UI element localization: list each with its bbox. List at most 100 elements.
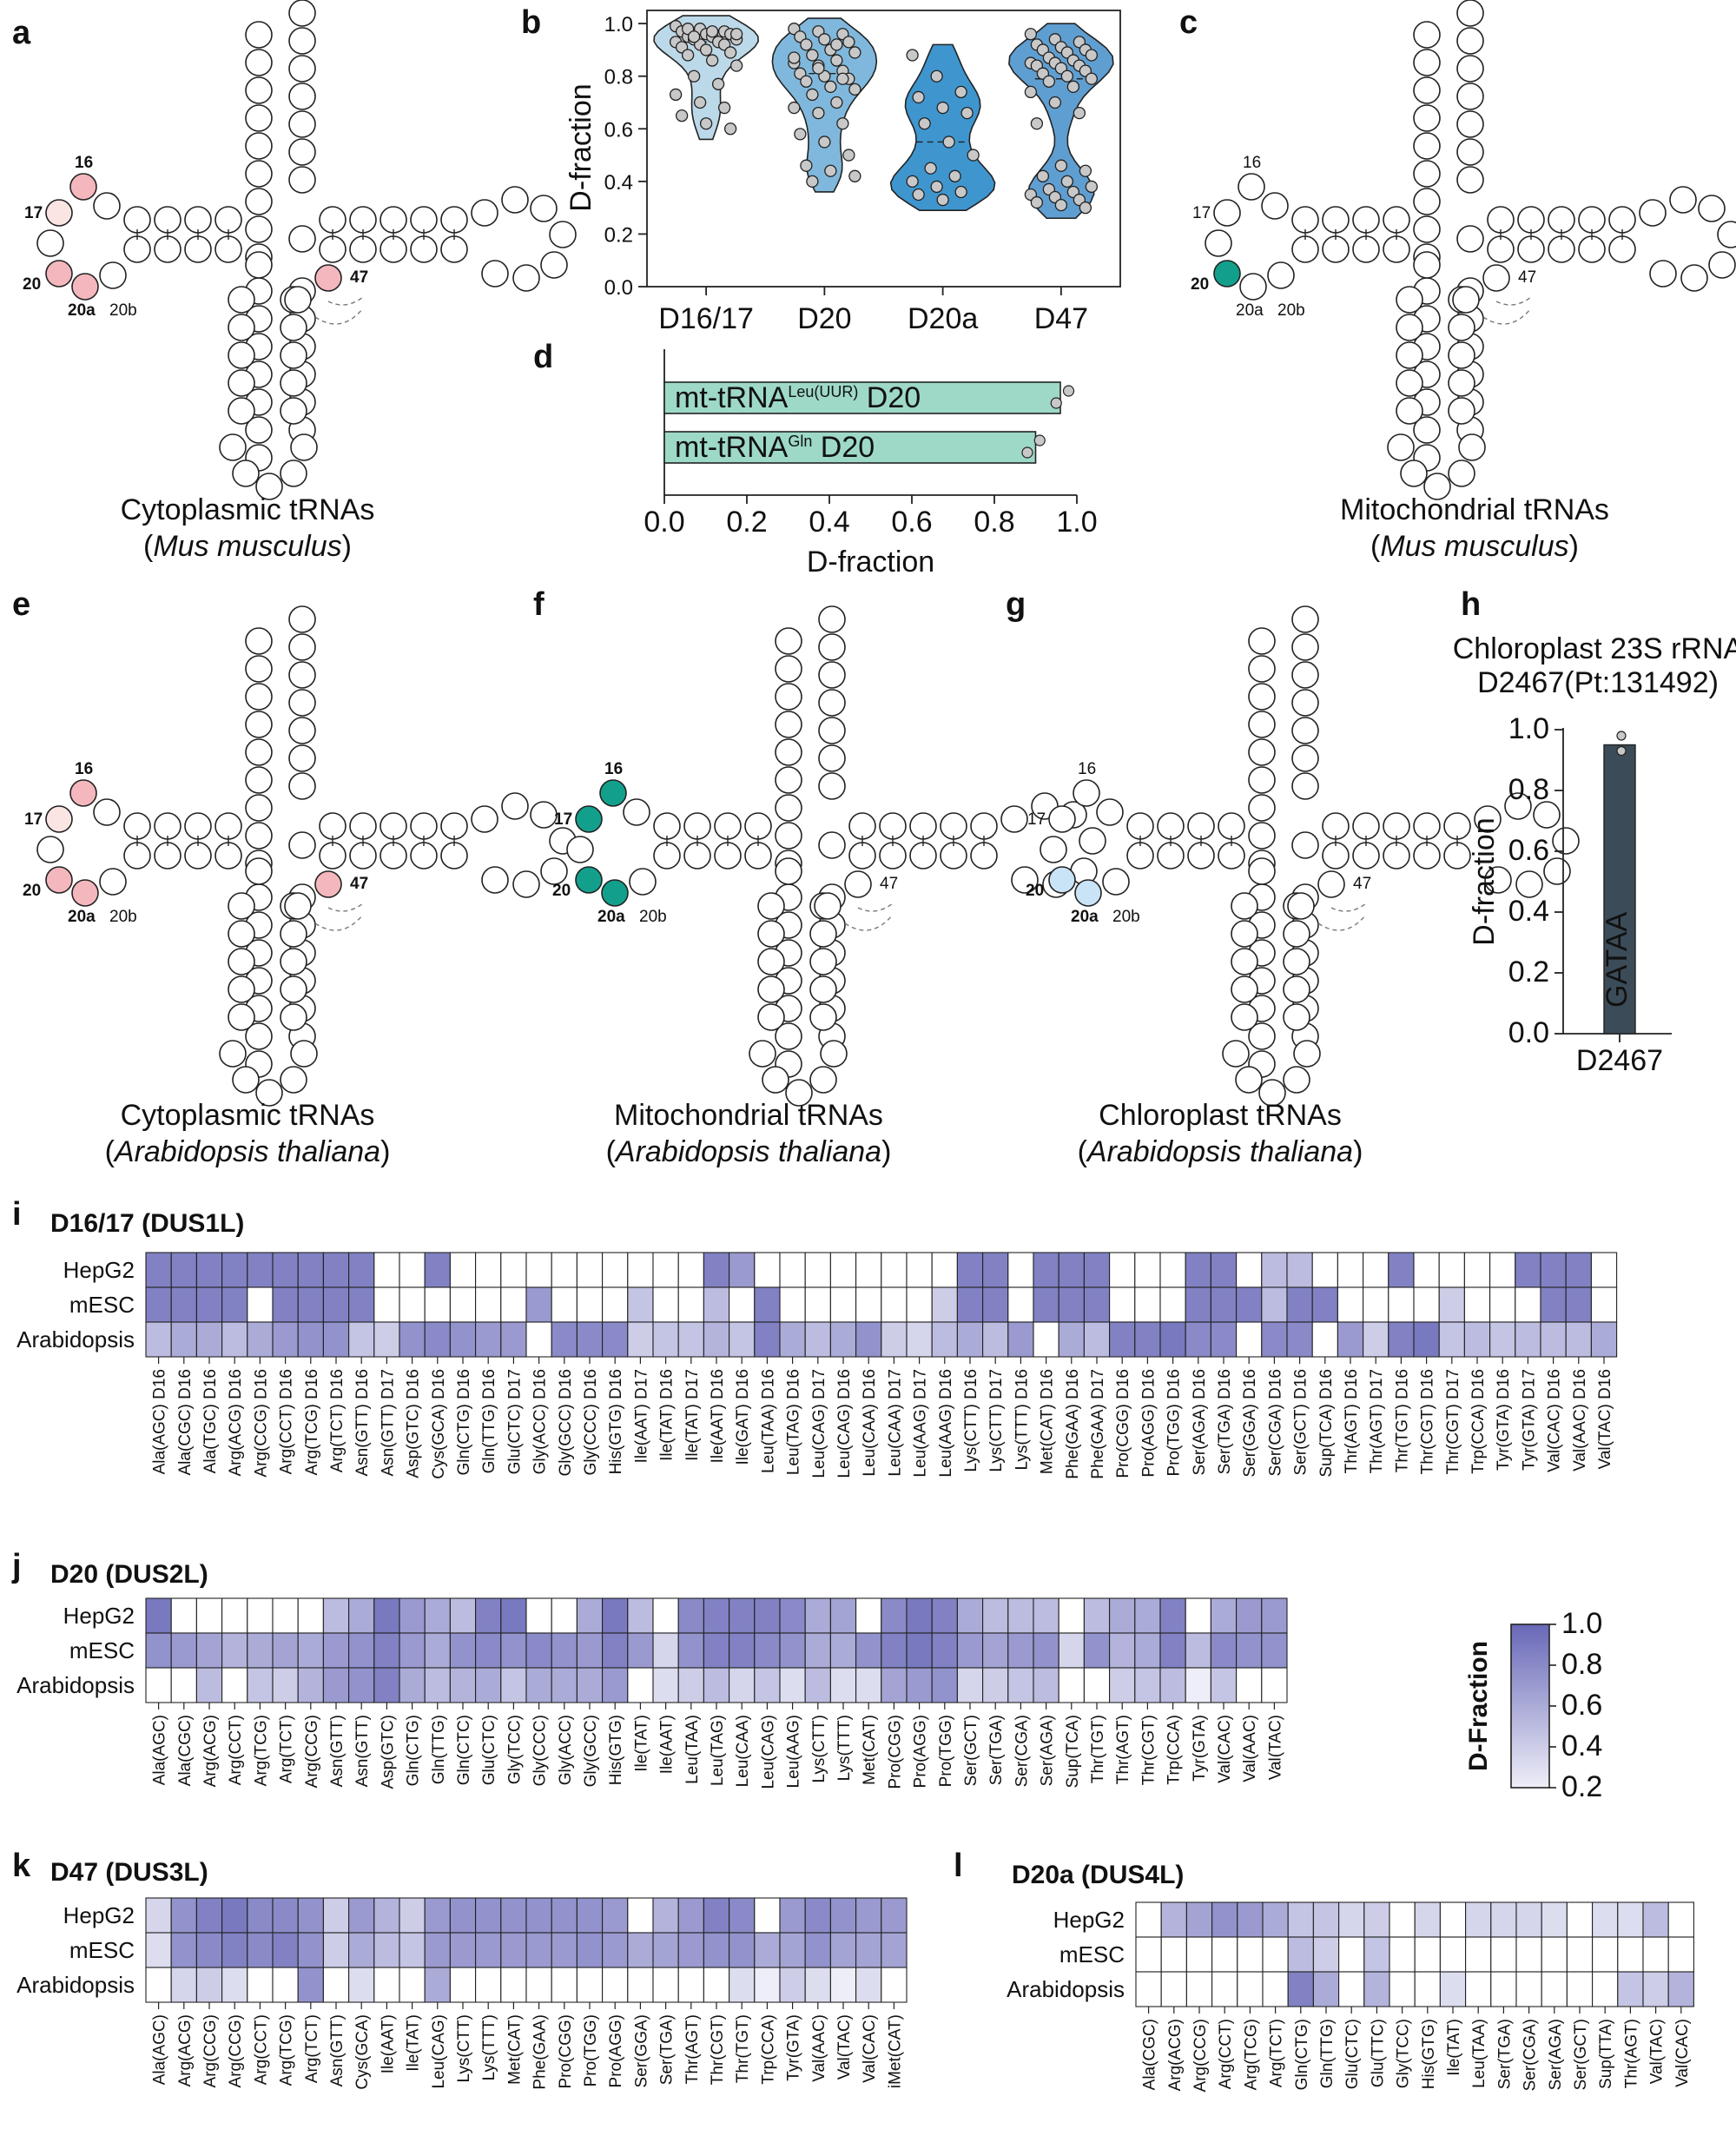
- heatmap-cell: [1338, 1971, 1365, 2007]
- nucleotide: [1283, 975, 1310, 1003]
- column-label: Leu(AAG) D17: [912, 1369, 930, 1478]
- heatmap-cell: [1261, 1632, 1288, 1669]
- nucleotide: [1458, 433, 1486, 461]
- heatmap-cell: [1058, 1321, 1085, 1358]
- data-point: [687, 69, 701, 83]
- heatmap-cell: [576, 1967, 604, 2003]
- heatmap-cell: [703, 1967, 730, 2003]
- heatmap-cell: [424, 1932, 451, 1968]
- nucleotide: [410, 206, 438, 234]
- data-point: [1616, 745, 1627, 757]
- nucleotide: [879, 812, 907, 840]
- position-label-20b: 20b: [1112, 908, 1140, 926]
- heatmap-cell: [247, 1967, 274, 2003]
- column-label: Pro(TGG): [937, 1715, 955, 1787]
- species-name: Mus musculus: [1380, 530, 1568, 563]
- heatmap-cell: [195, 1967, 223, 2003]
- nucleotide: [154, 812, 182, 840]
- data-point: [836, 117, 849, 130]
- heatmap-cell: [652, 1932, 679, 1968]
- column-label: Sup(TCA) D16: [1317, 1369, 1336, 1478]
- heatmap-cell: [297, 1252, 324, 1288]
- nucleotide: [1396, 314, 1423, 341]
- heatmap-cell: [297, 1321, 324, 1358]
- heatmap-cell: [1590, 1252, 1618, 1288]
- heatmap-cell: [272, 1932, 299, 1968]
- nucleotide: [775, 655, 802, 683]
- column-label: Ile(TAT): [1445, 2019, 1463, 2076]
- heatmap-cell: [322, 1667, 350, 1703]
- column-label: Arg(CCG): [1191, 2019, 1210, 2092]
- heatmap-cell: [1262, 1936, 1289, 1973]
- column-label: Met(CAT): [861, 1715, 879, 1785]
- nucleotide: [820, 1040, 848, 1068]
- panel-label-i: i: [12, 1196, 22, 1233]
- heatmap-cell: [1592, 1971, 1619, 2007]
- nucleotide: [36, 229, 64, 257]
- heatmap-cell: [500, 1967, 527, 2003]
- plot-frame: [646, 10, 1121, 288]
- nucleotide: [1248, 1022, 1276, 1050]
- heatmap-cell: [525, 1632, 552, 1669]
- nucleotide: [1291, 689, 1319, 717]
- heatmap-cell: [754, 1321, 781, 1358]
- nucleotide: [380, 842, 407, 870]
- column-label: Met(CAT): [505, 2014, 524, 2085]
- bar-chart-d: 0.0 0.2 0.4 0.6 0.8 1.0D-fractionmt-tRNALeu(U…: [644, 349, 1098, 579]
- column-label: Leu(TAA) D16: [759, 1369, 777, 1473]
- heatmap-cell: [500, 1632, 527, 1669]
- heatmap-cell: [195, 1897, 223, 1934]
- panel-label-b: b: [521, 4, 541, 41]
- nucleotide-20: [575, 866, 603, 894]
- heatmap-cell: [424, 1632, 451, 1669]
- heatmap-cell: [1261, 1321, 1288, 1358]
- heatmap-cell: [145, 1967, 172, 2003]
- trna-cloverleaf-g: 16 17 20 20a 20b 47: [1026, 605, 1580, 1107]
- heatmap-cell: [221, 1967, 248, 2003]
- heatmap-cell: [297, 1967, 324, 2003]
- heatmap-cell: [247, 1632, 274, 1669]
- nucleotide: [1413, 842, 1441, 870]
- nucleotide-20a: [1074, 879, 1102, 907]
- column-label: Pro(AGG): [912, 1715, 930, 1788]
- heatmap-cell: [1109, 1321, 1136, 1358]
- nucleotide: [1456, 225, 1484, 253]
- nucleotide: [288, 744, 316, 772]
- heatmap-cell: [1311, 1286, 1338, 1323]
- heatmap-cell: [247, 1321, 274, 1358]
- position-label-47: 47: [350, 268, 368, 287]
- nucleotide: [280, 341, 307, 369]
- y-tick-label: 0.8: [604, 66, 633, 89]
- column-label: Met(CAT) D16: [1039, 1369, 1057, 1474]
- nucleotide: [440, 206, 468, 234]
- caption-e-title: Cytoplasmic tRNAs: [121, 1099, 375, 1132]
- heatmap-cell: [500, 1286, 527, 1323]
- data-point: [936, 101, 949, 115]
- column-label: Ala(CGC): [1141, 2019, 1159, 2090]
- heatmap-cell: [247, 1932, 274, 1968]
- nucleotide: [1708, 251, 1736, 279]
- heatmap-cell: [1033, 1252, 1059, 1288]
- heatmap-cell: [551, 1897, 578, 1934]
- column-label: Arg(CCG): [303, 1715, 321, 1788]
- nucleotide: [380, 812, 407, 840]
- nucleotide: [1283, 920, 1310, 948]
- heatmap-cell: [602, 1286, 629, 1323]
- heatmap-cell: [170, 1967, 197, 2003]
- nucleotide: [1504, 792, 1532, 820]
- heatmap-cell: [906, 1321, 933, 1358]
- column-label: Ser(GCT): [1572, 2019, 1590, 2090]
- row-label: Arabidopsis: [17, 1672, 135, 1698]
- nucleotide: [288, 0, 316, 27]
- heatmap-cell: [373, 1967, 400, 2003]
- heatmap-cell: [525, 1252, 552, 1288]
- column-label: Pro(CGG): [886, 1715, 904, 1789]
- heatmap-cell: [399, 1286, 426, 1323]
- nucleotide: [1383, 206, 1410, 234]
- paren-close: ): [380, 1135, 390, 1168]
- heatmap-cell: [1083, 1667, 1111, 1703]
- heatmap-cell: [399, 1252, 426, 1288]
- data-point: [729, 28, 743, 41]
- column-label: Pro(TGG) D16: [1165, 1369, 1184, 1477]
- heatmap-cell: [373, 1321, 400, 1358]
